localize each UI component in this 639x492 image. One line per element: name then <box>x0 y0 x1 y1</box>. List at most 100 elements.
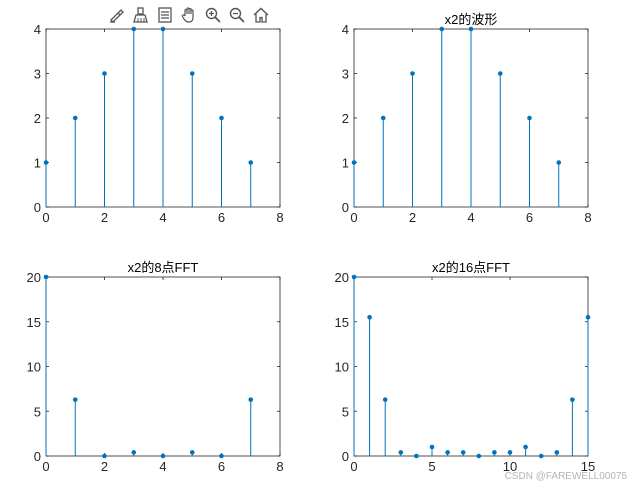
pan-hand-icon <box>181 7 194 23</box>
stem-marker <box>102 71 107 76</box>
x-tick-label: 6 <box>526 210 533 225</box>
y-tick-label: 15 <box>335 315 349 330</box>
restore-view-button[interactable] <box>250 4 272 26</box>
stem-marker <box>382 397 388 402</box>
stem-marker <box>585 314 591 320</box>
y-tick-label: 0 <box>342 200 349 215</box>
y-tick-label: 1 <box>342 156 349 171</box>
axes-box <box>45 276 281 457</box>
y-tick-label: 2 <box>342 111 349 126</box>
stem-marker <box>380 115 386 121</box>
y-tick-label: 2 <box>34 111 41 126</box>
y-tick-label: 20 <box>27 270 41 285</box>
y-tick-label: 4 <box>342 22 349 37</box>
y-tick-label: 10 <box>335 360 349 375</box>
stem-marker <box>160 26 166 32</box>
stem-marker <box>351 274 357 280</box>
subplot-4: 0 5 10 15 0 5 10 15 20 x2的16点FFT <box>335 260 596 474</box>
stem-marker <box>468 26 474 32</box>
stem-marker <box>476 453 482 459</box>
x-tick-label: 4 <box>467 210 474 225</box>
stem-marker <box>219 115 224 121</box>
stem-marker <box>556 160 562 165</box>
stem-marker <box>219 453 224 459</box>
x-tick-label: 0 <box>42 459 49 474</box>
y-tick-label: 3 <box>34 67 41 82</box>
subplot-2: 0 2 4 6 8 0 1 2 3 4 x2的波形 <box>342 12 592 225</box>
x-tick-label: 8 <box>276 459 283 474</box>
x-tick-label: 10 <box>503 459 517 474</box>
y-tick-label: 0 <box>342 449 349 464</box>
stem-marker <box>131 26 137 32</box>
x-tick-label: 15 <box>581 459 595 474</box>
data-brush-button[interactable] <box>130 4 152 26</box>
stem-marker <box>248 397 254 402</box>
brush-edit-button[interactable] <box>106 4 128 26</box>
stem-marker <box>367 314 372 320</box>
stem-marker <box>43 160 49 165</box>
stem-marker <box>398 450 404 455</box>
x-tick-label: 0 <box>350 459 357 474</box>
stem-marker <box>497 71 503 76</box>
subplot-1: 0 2 4 6 8 0 1 2 3 4 <box>34 22 284 225</box>
stem-marker <box>570 397 575 402</box>
zoom-out-icon <box>229 7 245 23</box>
stem-marker <box>460 450 466 455</box>
stem-marker <box>445 450 450 455</box>
stem-marker <box>523 444 528 450</box>
x-tick-label: 2 <box>101 459 108 474</box>
stem-marker <box>507 450 513 455</box>
x-tick-label: 4 <box>159 210 166 225</box>
subplot-title: x2的8点FFT <box>128 260 199 275</box>
stem-marker <box>102 453 107 459</box>
y-tick-label: 5 <box>34 404 41 419</box>
stem-marker <box>439 26 445 32</box>
stem-marker <box>248 160 254 165</box>
stem-marker <box>189 71 195 76</box>
stem-marker <box>72 115 78 121</box>
stem-marker <box>131 450 137 455</box>
y-tick-label: 15 <box>27 315 41 330</box>
stem-marker <box>410 71 415 76</box>
legend-button[interactable] <box>154 4 176 26</box>
zoom-in-button[interactable] <box>202 4 224 26</box>
subplot-3: 0 2 4 6 8 0 5 10 15 20 x2的8点FFT <box>27 260 284 474</box>
axes-box <box>353 276 589 457</box>
y-tick-label: 1 <box>34 156 41 171</box>
brush-edit-icon <box>110 9 124 23</box>
y-tick-label: 3 <box>342 67 349 82</box>
x-tick-label: 8 <box>584 210 591 225</box>
y-tick-label: 10 <box>27 360 41 375</box>
legend-icon <box>158 7 172 23</box>
stem-marker <box>43 274 49 280</box>
data-brush-icon <box>133 7 148 23</box>
x-tick-label: 2 <box>101 210 108 225</box>
home-icon <box>253 7 269 23</box>
stem-marker <box>160 453 166 459</box>
pan-button[interactable] <box>178 4 200 26</box>
stem-marker <box>351 160 357 165</box>
stem-marker <box>189 450 195 455</box>
x-tick-label: 5 <box>428 459 435 474</box>
x-tick-label: 2 <box>409 210 416 225</box>
stem-marker <box>72 397 78 402</box>
stem-marker <box>538 453 544 459</box>
y-tick-label: 0 <box>34 200 41 215</box>
stem-marker <box>554 450 560 455</box>
zoom-out-button[interactable] <box>226 4 248 26</box>
watermark: CSDN @FAREWELL00075 <box>504 471 627 482</box>
zoom-in-icon <box>205 7 221 23</box>
y-tick-label: 4 <box>34 22 41 37</box>
x-tick-label: 8 <box>276 210 283 225</box>
x-tick-label: 4 <box>159 459 166 474</box>
x-tick-label: 6 <box>218 210 225 225</box>
stem-marker <box>414 453 419 459</box>
stem-marker <box>527 115 532 121</box>
axes-toolbar <box>106 4 272 26</box>
stem-marker <box>492 450 497 455</box>
y-tick-label: 5 <box>342 404 349 419</box>
y-tick-label: 0 <box>34 449 41 464</box>
x-tick-label: 6 <box>218 459 225 474</box>
y-tick-label: 20 <box>335 270 349 285</box>
